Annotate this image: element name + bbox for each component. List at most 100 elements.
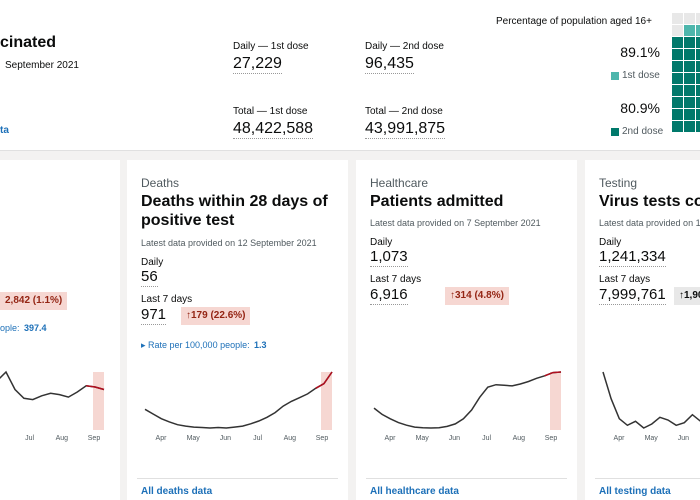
month-label: Apr: [385, 435, 397, 442]
card-divider: [595, 478, 700, 479]
updated-date: Latest data provided on 12 Se: [599, 218, 700, 228]
week-value: 6,916: [370, 286, 408, 305]
card: [356, 160, 577, 500]
week-value: 971: [141, 306, 167, 325]
card-link[interactable]: All deaths data: [141, 486, 213, 497]
stat-value: 48,422,588: [233, 119, 314, 140]
sparkline: [602, 371, 700, 429]
month-label: Sep: [316, 435, 329, 442]
month-label: Aug: [56, 435, 69, 442]
card-divider: [137, 478, 338, 479]
month-label: Aug: [284, 435, 297, 442]
last-7-days: [321, 372, 332, 430]
sparkline: [0, 370, 105, 401]
vaccination-summary: [0, 0, 700, 151]
daily-label: Daily: [599, 237, 622, 248]
card-title: Patients admitted: [370, 193, 504, 210]
last-7-days: [550, 372, 561, 430]
week-label: Last 7 days: [141, 294, 193, 305]
change-badge: ↑1,905,520 (31.3: [674, 287, 700, 305]
waffle-cell: [696, 49, 700, 60]
sparkline-chart: Apr May Jun Jul Aug Sep: [373, 371, 562, 442]
card: [585, 160, 700, 500]
waffle-cell: [684, 85, 695, 96]
month-label: Sep: [88, 435, 101, 442]
sparkline-recent: [315, 371, 333, 389]
sparkline-chart: Apr May Jun Jul Aug Sep: [144, 371, 333, 442]
card: [127, 160, 348, 500]
sparkline: [144, 371, 333, 429]
waffle-cell: [672, 13, 683, 24]
updated-date: Latest data provided on 12 September 202…: [141, 238, 317, 248]
change-badge: ↑314 (4.8%): [445, 287, 509, 305]
month-label: Aug: [513, 435, 526, 442]
waffle-cell: [696, 85, 700, 96]
waffle-cell: [672, 61, 683, 72]
sparkline-chart: Apr May Jun: [602, 371, 700, 442]
rate-label: ▸ Rate per 100,000 people:: [141, 340, 250, 350]
month-label: Jun: [449, 435, 460, 442]
daily-value: 1,073: [370, 248, 408, 267]
month-label: Jul: [482, 435, 491, 442]
rate-value: 397.4: [24, 323, 47, 333]
stat-label: Total — 1st dose: [233, 106, 308, 117]
daily-value: 56: [141, 268, 158, 287]
card-category: Testing: [599, 176, 638, 190]
waffle-cell: [684, 25, 695, 36]
month-label: Apr: [156, 435, 168, 442]
waffle-cell: [696, 37, 700, 48]
month-label: Jun: [220, 435, 231, 442]
stat-value: 43,991,875: [365, 119, 446, 140]
sparkline: [373, 371, 562, 429]
card-link[interactable]: All healthcare data: [370, 486, 459, 497]
card-title: ed positive: [0, 192, 108, 211]
waffle-cell: [672, 121, 683, 132]
dose-percent: 89.1%: [620, 44, 660, 60]
data-link[interactable]: ta: [0, 125, 9, 136]
sparkline-recent: [86, 385, 105, 391]
population-title: Percentage of population aged 16+: [496, 16, 652, 27]
last-7-days: [93, 372, 104, 430]
month-label: May: [416, 435, 430, 442]
waffle-cell: [696, 61, 700, 72]
waffle-cell: [696, 13, 700, 24]
month-label: Sep: [545, 435, 558, 442]
stat-label: Daily — 1st dose: [233, 41, 309, 52]
waffle-cell: [672, 49, 683, 60]
change-badge: ↑179 (22.6%): [181, 307, 251, 325]
waffle-cell: [672, 85, 683, 96]
waffle-cell: [684, 49, 695, 60]
stat-value: 96,435: [365, 54, 414, 75]
dose-percent: 80.9%: [620, 100, 660, 116]
dose-key: [611, 128, 619, 136]
card: [0, 160, 120, 500]
sparkline-recent: [544, 371, 562, 377]
daily-label: Daily: [141, 257, 164, 268]
week-label: Last 7 days: [370, 274, 422, 285]
waffle-cell: [684, 37, 695, 48]
card-link[interactable]: All testing data: [599, 486, 671, 497]
waffle-chart: [672, 13, 700, 132]
card-title: Virus tests co: [599, 193, 700, 210]
rate-value: 1.3: [254, 340, 267, 350]
rate-label: ople:: [0, 323, 20, 333]
card-divider: [366, 478, 567, 479]
dose-name: 1st dose: [622, 70, 660, 81]
dose-name: 2nd dose: [622, 126, 664, 137]
waffle-cell: [696, 25, 700, 36]
waffle-cell: [696, 109, 700, 120]
month-label: Jul: [253, 435, 262, 442]
waffle-cell: [672, 97, 683, 108]
stat-label: Daily — 2nd dose: [365, 41, 444, 52]
waffle-cell: [684, 97, 695, 108]
month-label: May: [187, 435, 201, 442]
week-value: 7,999,761: [599, 286, 666, 305]
card-category: Healthcare: [370, 176, 429, 190]
month-label: Jun: [678, 435, 689, 442]
updated-date: Latest data provided on 7 September 2021: [370, 218, 541, 228]
waffle-cell: [672, 25, 683, 36]
waffle-cell: [684, 121, 695, 132]
card-title: Deaths within 28 days of positive test: [141, 193, 328, 230]
updated-date: September 2021: [5, 60, 79, 71]
